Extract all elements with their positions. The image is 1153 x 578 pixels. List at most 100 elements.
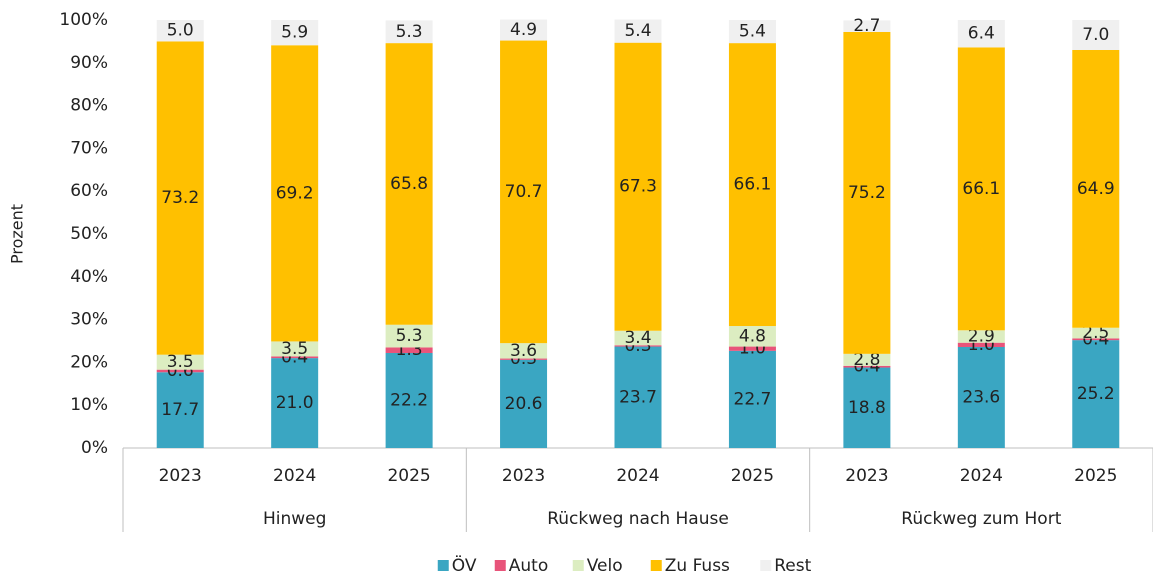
bar-segment — [385, 347, 433, 353]
bar-segment — [843, 31, 891, 354]
y-tick-label: 90% — [70, 53, 108, 73]
bar-segment — [271, 341, 319, 357]
data-label: 5.4 — [624, 21, 651, 41]
y-tick-label: 100% — [59, 10, 108, 30]
y-tick-label: 30% — [70, 310, 108, 330]
x-tick-label: 2024 — [960, 466, 1003, 486]
data-label: 20.6 — [505, 394, 543, 414]
y-tick-label: 70% — [70, 138, 108, 158]
legend-swatch — [572, 560, 584, 571]
x-tick-label: 2025 — [387, 466, 430, 486]
data-label: 3.6 — [510, 341, 537, 361]
data-label: 65.8 — [390, 174, 428, 194]
bar-segment — [957, 346, 1005, 448]
data-label: 64.9 — [1077, 179, 1115, 199]
legend-label: Auto — [509, 556, 548, 576]
x-tick-label: 2024 — [616, 466, 659, 486]
legend-label: Velo — [587, 556, 623, 576]
bar-segment — [500, 40, 548, 344]
bar-segment — [843, 20, 891, 32]
data-label: 7.0 — [1082, 25, 1109, 45]
data-label: 3.5 — [167, 352, 194, 372]
data-label: 5.4 — [739, 22, 766, 42]
data-label: 5.0 — [167, 21, 194, 41]
y-tick-label: 20% — [70, 352, 108, 372]
bar-segment — [385, 352, 433, 448]
bar-segment — [271, 358, 319, 448]
bar-segment — [957, 342, 1005, 347]
y-tick-label: 10% — [70, 395, 108, 415]
data-label: 69.2 — [276, 183, 314, 203]
bar-segment — [156, 369, 204, 373]
x-tick-label: 2023 — [845, 466, 888, 486]
bar-segment — [728, 20, 776, 44]
data-label: 70.7 — [505, 182, 543, 202]
data-label: 2.9 — [968, 327, 995, 347]
data-label: 5.3 — [396, 22, 423, 42]
bar-segment — [156, 20, 204, 42]
y-tick-label: 0% — [81, 438, 108, 458]
bar-segment — [385, 324, 433, 348]
bar-segment — [614, 42, 662, 331]
group-label: Hinweg — [263, 509, 326, 529]
data-label: 66.1 — [962, 179, 1000, 199]
bar-segment — [728, 350, 776, 448]
data-label: 25.2 — [1077, 384, 1115, 404]
data-label: 75.2 — [848, 183, 886, 203]
bar-segment — [1072, 338, 1120, 341]
bar-segment — [1072, 20, 1120, 50]
bar-segment — [500, 343, 548, 359]
bar-segment — [156, 372, 204, 448]
bar-segment — [271, 356, 319, 359]
bar-segment — [271, 20, 319, 46]
data-label: 3.4 — [624, 328, 651, 348]
bar-segment — [1072, 327, 1120, 339]
data-label: 4.8 — [739, 326, 766, 346]
data-label: 2.8 — [853, 350, 880, 370]
legend-label: ÖV — [452, 554, 477, 576]
group-label: Rückweg zum Hort — [901, 509, 1061, 529]
data-label: 2.7 — [853, 16, 880, 36]
legend-label: Zu Fuss — [665, 556, 730, 576]
bar-segment — [614, 345, 662, 347]
legend-swatch — [437, 560, 449, 571]
bar-segment — [614, 346, 662, 448]
bar-segment — [500, 358, 548, 360]
bar-segment — [957, 20, 1005, 48]
data-label: 5.3 — [396, 326, 423, 346]
data-label: 23.6 — [962, 387, 1000, 407]
bar-segment — [1072, 340, 1120, 448]
y-tick-label: 50% — [70, 224, 108, 244]
bar-segment — [156, 354, 204, 370]
data-label: 22.2 — [390, 390, 428, 410]
bar-segment — [1072, 49, 1120, 328]
bar-segment — [385, 43, 433, 325]
bar-segment — [728, 346, 776, 351]
legend-swatch — [760, 560, 772, 571]
y-tick-label: 60% — [70, 181, 108, 201]
x-tick-label: 2024 — [273, 466, 316, 486]
bar-segment — [500, 359, 548, 448]
bar-segment — [385, 20, 433, 44]
bar-segment — [843, 365, 891, 368]
data-label: 23.7 — [619, 387, 657, 407]
legend-swatch — [650, 560, 662, 571]
data-label: 73.2 — [161, 188, 199, 208]
bar-segment — [614, 330, 662, 346]
y-tick-label: 40% — [70, 267, 108, 287]
bar-segment — [843, 353, 891, 366]
bar-segment — [614, 19, 662, 43]
y-tick-label: 80% — [70, 96, 108, 116]
bar-segment — [500, 19, 548, 41]
data-label: 6.4 — [968, 24, 995, 44]
data-label: 21.0 — [276, 393, 314, 413]
bar-segment — [728, 43, 776, 327]
bar-segment — [957, 47, 1005, 331]
x-tick-label: 2025 — [1074, 466, 1117, 486]
group-label: Rückweg nach Hause — [547, 509, 729, 529]
data-label: 2.5 — [1082, 323, 1109, 343]
data-label: 18.8 — [848, 398, 886, 418]
data-label: 4.9 — [510, 20, 537, 40]
data-label: 66.1 — [734, 175, 772, 195]
